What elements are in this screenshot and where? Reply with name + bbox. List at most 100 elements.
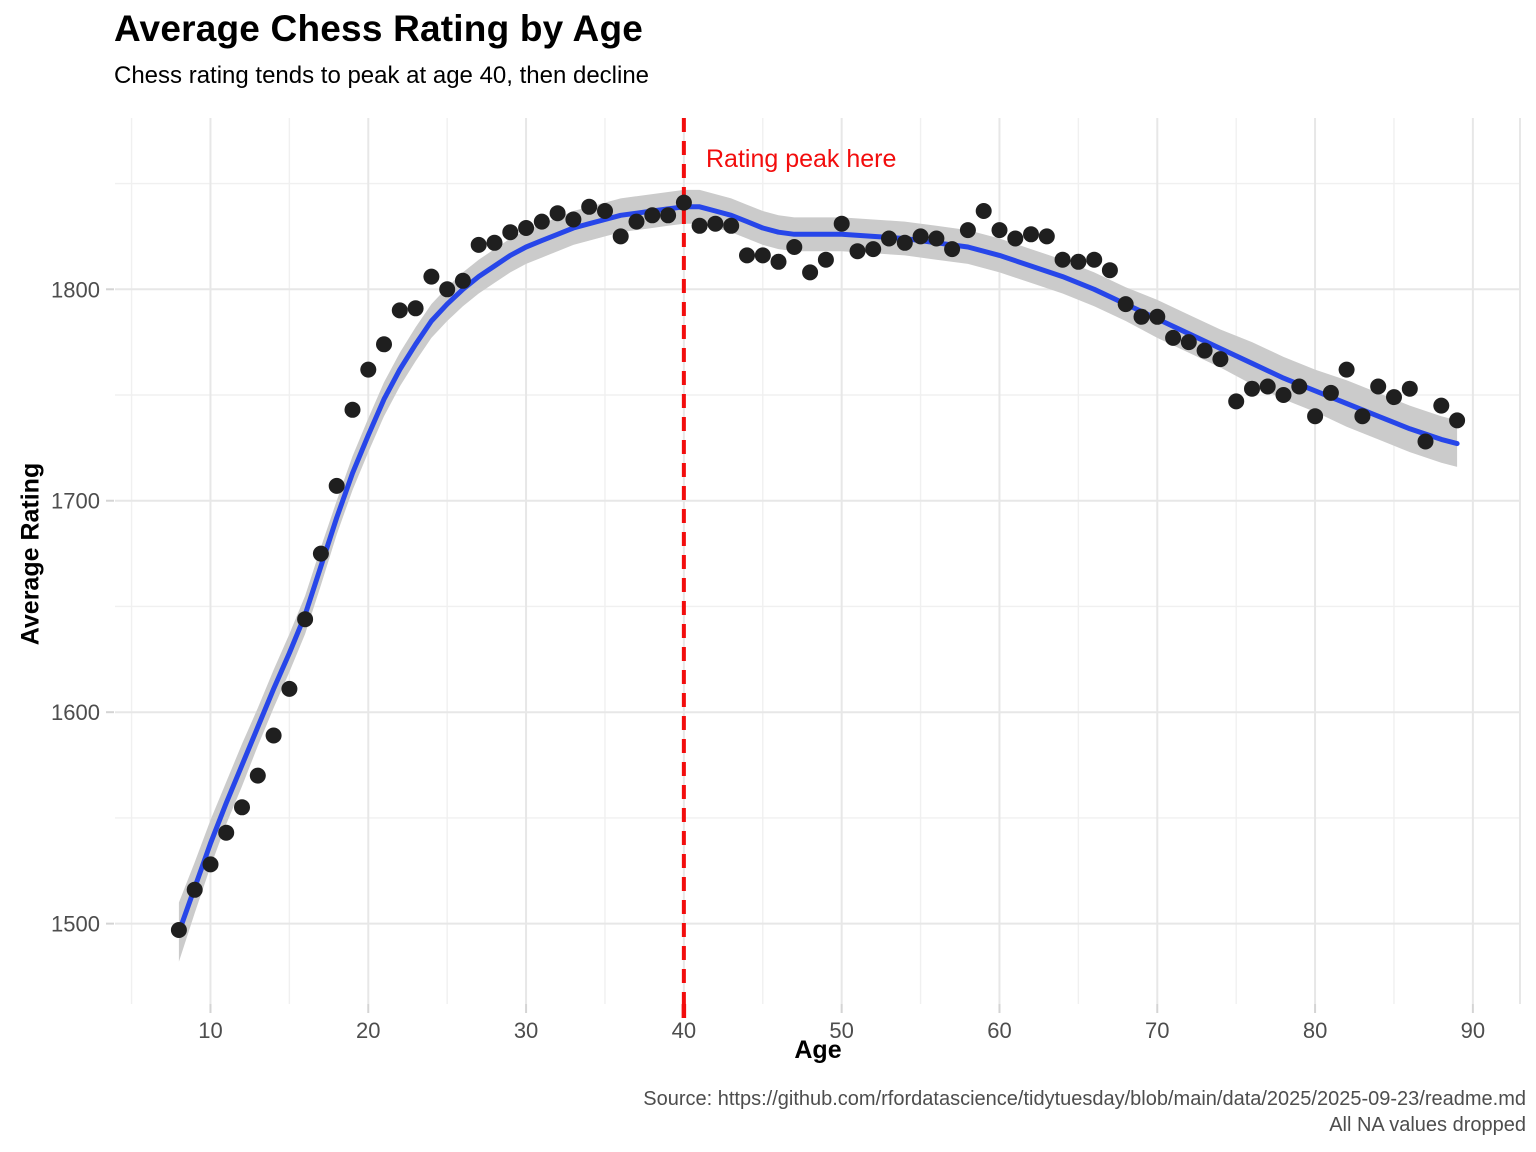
data-point (1291, 378, 1308, 395)
data-point (1149, 308, 1166, 325)
data-point (754, 247, 771, 264)
data-point (928, 230, 945, 247)
data-point (1417, 433, 1434, 450)
data-point (581, 198, 598, 215)
data-point (802, 264, 819, 281)
data-point (786, 239, 803, 255)
data-point (849, 243, 866, 260)
x-tick-label: 20 (356, 1018, 380, 1043)
data-point (612, 228, 629, 245)
chart-subtitle: Chess rating tends to peak at age 40, th… (114, 62, 650, 89)
data-point (1101, 262, 1118, 279)
x-tick-label: 40 (672, 1018, 696, 1043)
x-axis-title: Age (794, 1036, 842, 1064)
data-point (1133, 308, 1150, 325)
x-tick-label: 60 (987, 1018, 1011, 1043)
data-point (691, 217, 708, 234)
data-point (817, 251, 834, 268)
data-point (912, 228, 929, 245)
data-point (1275, 387, 1292, 403)
data-point (1196, 342, 1213, 359)
data-point (1449, 412, 1466, 429)
data-point (470, 236, 487, 253)
data-point (202, 856, 219, 873)
data-point (1401, 380, 1418, 397)
data-point (1244, 380, 1260, 397)
data-point (1386, 389, 1402, 406)
data-point (865, 241, 882, 258)
data-point (360, 361, 377, 378)
data-point (1054, 251, 1071, 268)
data-point (739, 247, 755, 264)
data-point (281, 680, 298, 697)
data-point (407, 300, 424, 317)
y-tick-label: 1700 (51, 489, 100, 514)
data-point (423, 268, 440, 285)
y-tick-label: 1600 (51, 700, 100, 725)
data-point (1212, 351, 1229, 368)
data-point (533, 213, 550, 230)
data-point (1023, 226, 1039, 243)
data-point (1070, 253, 1087, 270)
data-point (1433, 397, 1450, 414)
data-point (1228, 393, 1245, 410)
data-point (486, 234, 503, 251)
data-point (344, 401, 361, 418)
data-point (328, 477, 345, 494)
chart-title: Average Chess Rating by Age (114, 8, 644, 49)
data-point (959, 222, 976, 239)
caption-source: Source: https://github.com/rfordatascien… (643, 1088, 1526, 1110)
data-point (597, 203, 613, 219)
data-point (644, 207, 661, 224)
x-tick-label: 30 (514, 1018, 538, 1043)
data-point (391, 302, 408, 319)
data-point (770, 253, 787, 270)
caption: Source: https://github.com/rfordatascien… (643, 1086, 1526, 1138)
data-point (881, 230, 897, 247)
data-point (628, 213, 645, 230)
data-point (1354, 408, 1371, 425)
x-tick-label: 80 (1303, 1018, 1327, 1043)
data-point (660, 207, 677, 224)
data-point (707, 215, 724, 232)
data-point (249, 767, 266, 784)
data-point (312, 545, 329, 562)
data-point (1086, 251, 1103, 268)
data-point (234, 799, 250, 816)
x-tick-label: 10 (198, 1018, 222, 1043)
confidence-ribbon (178, 189, 1458, 962)
data-point (1180, 334, 1197, 351)
x-tick-label: 50 (829, 1018, 853, 1043)
data-point (1117, 296, 1134, 313)
y-tick-label: 1500 (51, 912, 100, 937)
data-point (975, 203, 992, 219)
peak-annotation: Rating peak here (706, 145, 897, 173)
data-point (502, 224, 519, 241)
data-point (1259, 378, 1276, 395)
y-tick-label: 1800 (51, 277, 100, 302)
caption-note: All NA values dropped (1329, 1114, 1526, 1136)
data-point (1338, 361, 1355, 378)
data-point (1322, 384, 1339, 401)
data-point (565, 211, 582, 228)
x-tick-label: 70 (1145, 1018, 1169, 1043)
data-point (439, 281, 456, 298)
data-point (1307, 408, 1324, 425)
data-point (1007, 230, 1024, 247)
data-point (723, 217, 740, 234)
data-point (170, 922, 187, 938)
y-axis-title: Average Rating (16, 462, 45, 646)
data-point (944, 241, 961, 258)
data-point (991, 222, 1008, 239)
data-point (454, 272, 471, 289)
data-point (833, 215, 850, 232)
data-point (186, 881, 203, 898)
data-point (265, 727, 282, 744)
data-point (896, 234, 913, 251)
data-point (376, 336, 392, 353)
data-point (1370, 378, 1387, 395)
smooth-line (176, 204, 1460, 935)
data-point (675, 194, 692, 211)
